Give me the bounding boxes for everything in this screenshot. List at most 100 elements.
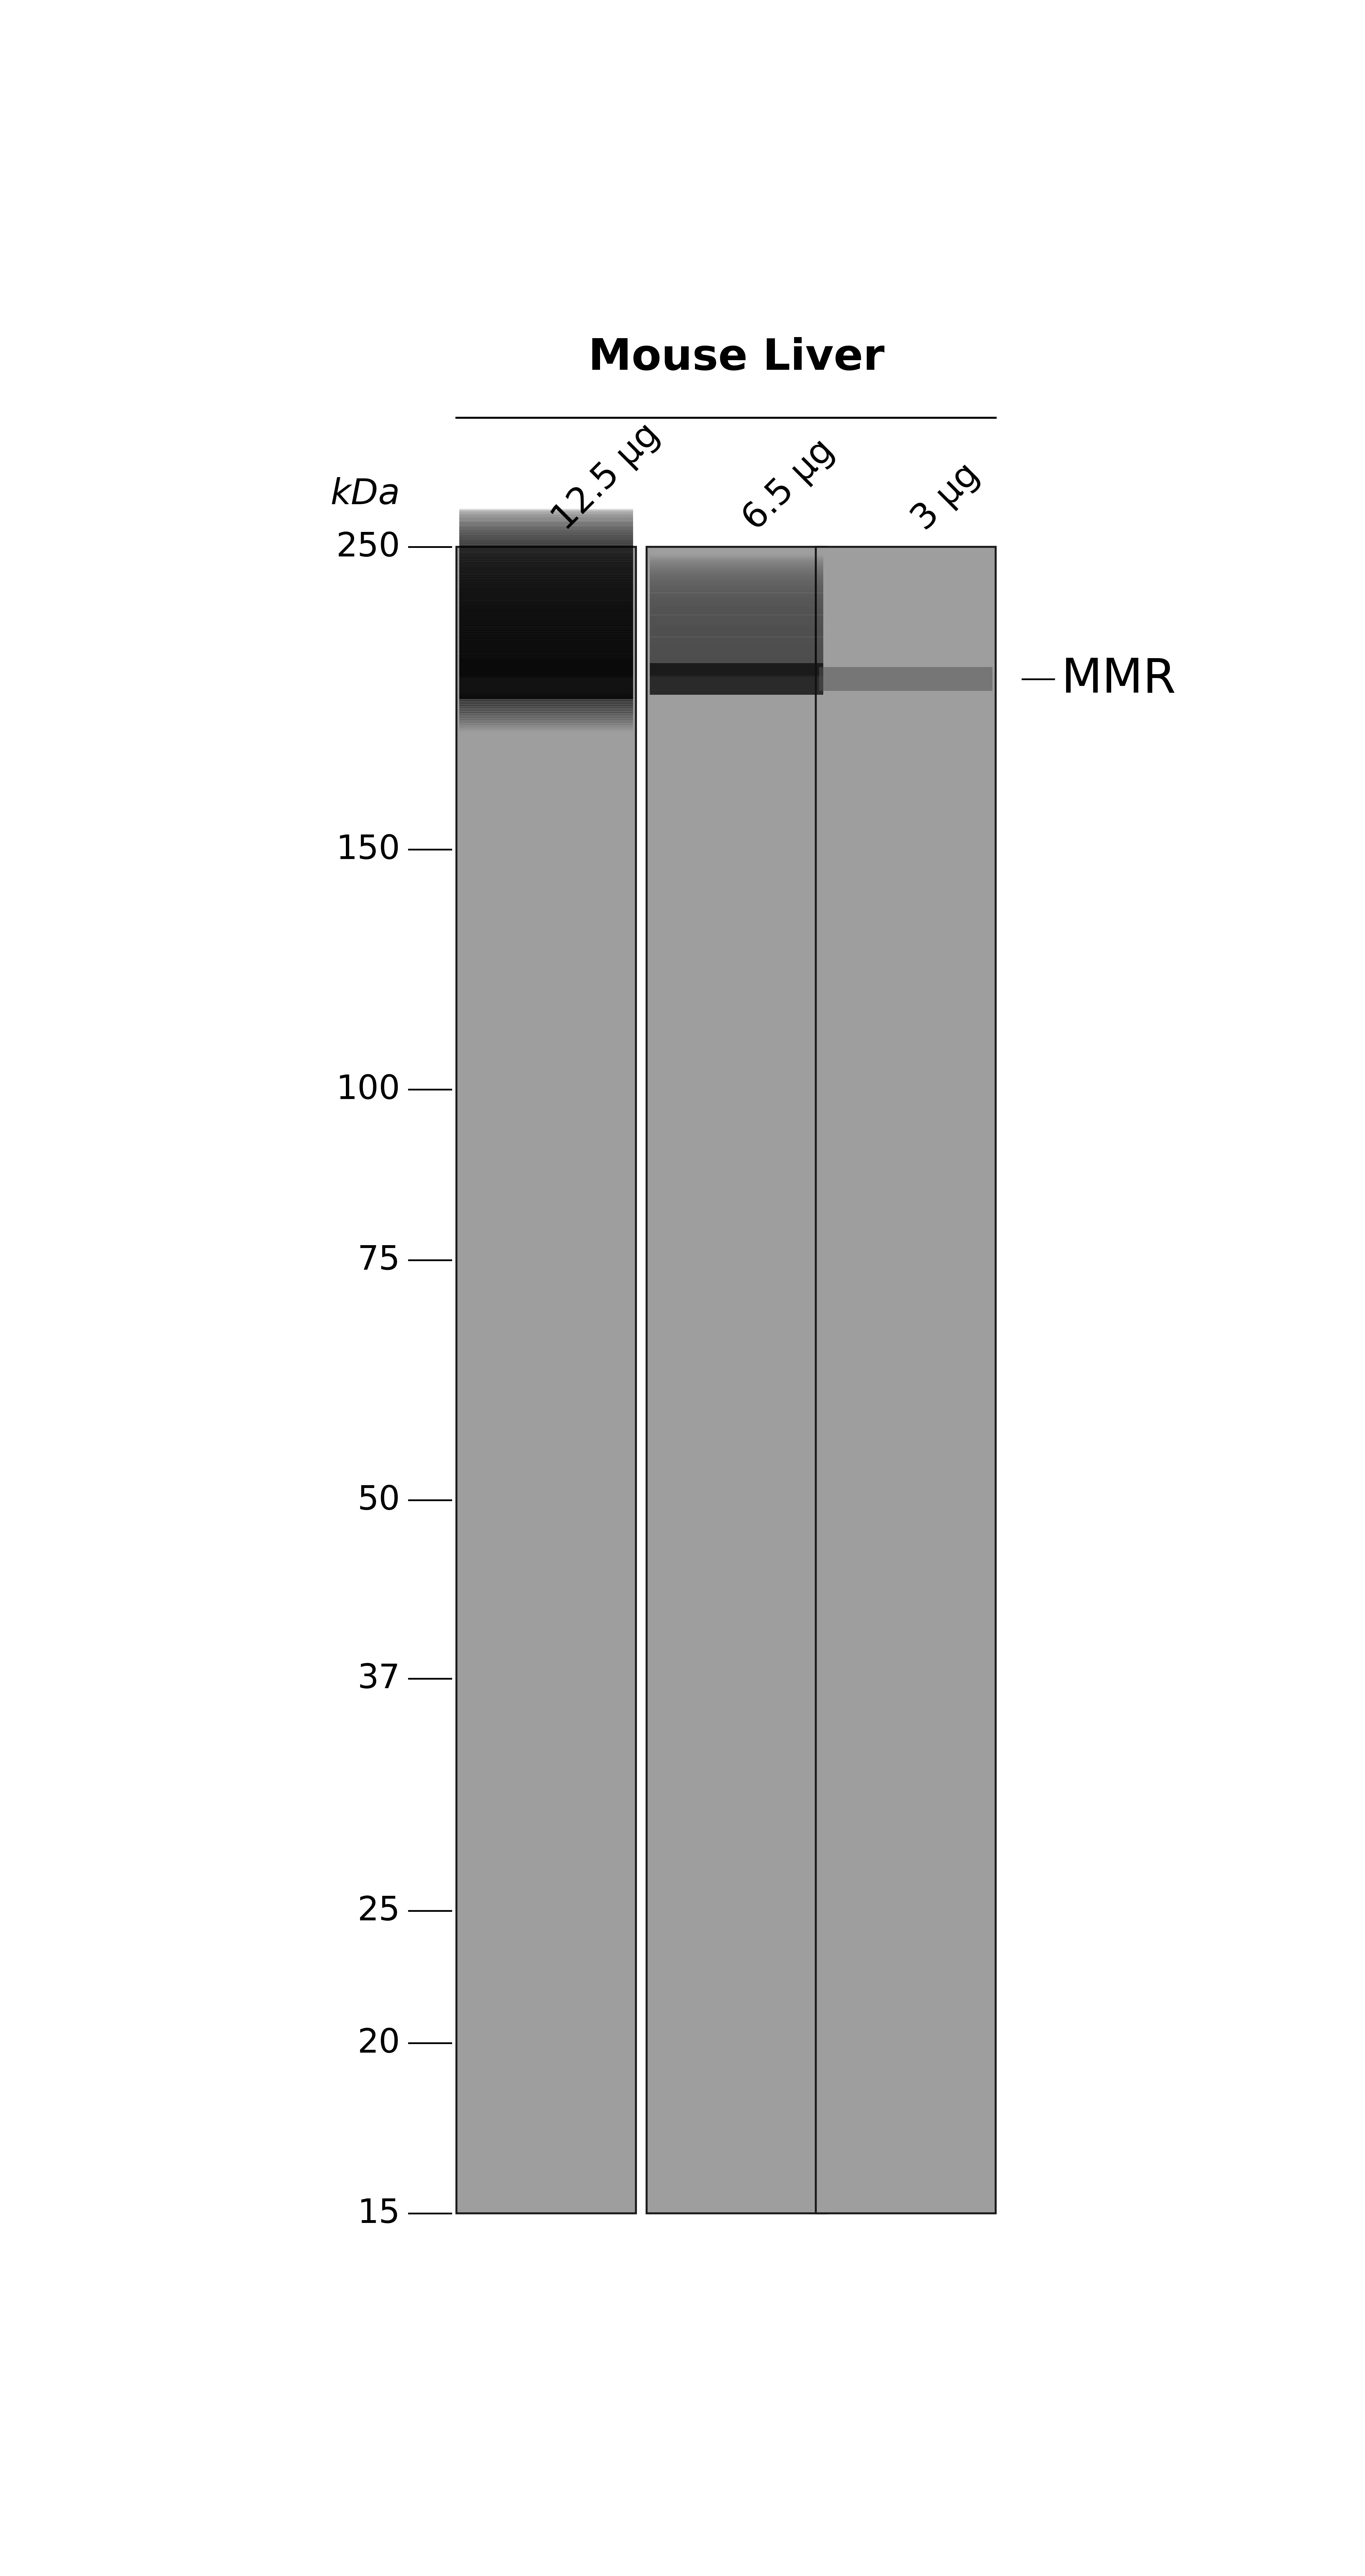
Bar [460, 629, 633, 634]
Bar [650, 569, 823, 572]
Bar [460, 703, 633, 708]
Bar [650, 580, 823, 582]
Bar [650, 665, 823, 670]
Bar [460, 670, 633, 675]
Bar [460, 582, 633, 585]
Bar [650, 672, 823, 675]
Text: Mouse Liver: Mouse Liver [588, 337, 885, 379]
Bar [460, 665, 633, 670]
Bar [460, 569, 633, 572]
Bar [460, 536, 633, 538]
Bar [650, 554, 823, 559]
Bar [460, 659, 633, 665]
Bar [460, 711, 633, 719]
Bar [460, 657, 633, 662]
Bar [650, 667, 823, 672]
Bar [650, 626, 823, 629]
Bar [460, 672, 633, 675]
Bar [460, 551, 633, 554]
Text: 15: 15 [358, 2197, 400, 2231]
Bar [460, 662, 633, 667]
Bar [460, 605, 633, 611]
Bar [460, 636, 633, 639]
Text: 6.5 μg: 6.5 μg [737, 433, 841, 538]
Bar [460, 551, 633, 556]
Bar [460, 515, 633, 520]
Bar [650, 595, 823, 600]
Text: 12.5 μg: 12.5 μg [546, 417, 666, 538]
Bar [460, 544, 633, 546]
Text: 3 μg: 3 μg [906, 456, 986, 538]
Bar [460, 587, 633, 590]
Bar [460, 641, 633, 647]
Bar [460, 726, 633, 732]
Bar [460, 724, 633, 729]
Bar [650, 670, 823, 672]
Bar [460, 554, 633, 556]
Bar [650, 592, 823, 598]
Bar [460, 598, 633, 600]
Bar [460, 667, 633, 670]
Bar [460, 626, 633, 629]
Bar [460, 600, 633, 603]
Bar [460, 634, 633, 639]
Bar [460, 639, 633, 641]
Bar [650, 659, 823, 662]
Bar [460, 523, 633, 528]
Bar [460, 523, 633, 526]
Bar [460, 538, 633, 541]
Bar [460, 611, 633, 613]
Bar [460, 631, 633, 636]
Bar [460, 721, 633, 726]
Bar [460, 641, 633, 644]
Text: kDa: kDa [330, 477, 400, 513]
Bar [460, 574, 633, 577]
FancyBboxPatch shape [647, 546, 826, 2213]
Bar [460, 613, 633, 618]
Text: 75: 75 [358, 1244, 400, 1278]
Bar [650, 608, 823, 613]
Bar [650, 582, 823, 585]
Text: 100: 100 [336, 1074, 400, 1105]
Bar [650, 572, 823, 577]
Bar [650, 613, 823, 618]
Bar [460, 603, 633, 608]
Bar [460, 585, 633, 590]
Bar [650, 590, 823, 595]
Bar [650, 564, 823, 569]
Bar [650, 603, 823, 608]
Bar [650, 647, 823, 652]
FancyBboxPatch shape [456, 546, 636, 2213]
Bar [460, 531, 633, 533]
Bar [650, 631, 823, 636]
Bar [460, 636, 633, 641]
Text: 150: 150 [336, 832, 400, 866]
Bar [650, 654, 823, 659]
Text: 20: 20 [358, 2027, 400, 2058]
Bar [460, 623, 633, 629]
Bar [460, 659, 633, 662]
Bar [460, 675, 633, 677]
Bar [650, 564, 823, 567]
Bar [460, 652, 633, 654]
Bar [650, 567, 823, 572]
Bar [460, 556, 633, 562]
Bar [460, 580, 633, 582]
Bar [460, 546, 633, 549]
Bar [460, 515, 633, 518]
Bar [650, 657, 823, 662]
Bar [460, 533, 633, 538]
Bar [650, 608, 823, 611]
Text: 25: 25 [358, 1893, 400, 1927]
Bar [460, 585, 633, 587]
Bar [650, 562, 823, 564]
Bar [460, 510, 633, 515]
Bar [460, 616, 633, 618]
Bar [650, 577, 823, 582]
Bar [460, 714, 633, 721]
Bar [460, 567, 633, 569]
Bar [460, 603, 633, 605]
Bar [460, 644, 633, 647]
Bar [460, 629, 633, 631]
Bar [650, 623, 823, 626]
